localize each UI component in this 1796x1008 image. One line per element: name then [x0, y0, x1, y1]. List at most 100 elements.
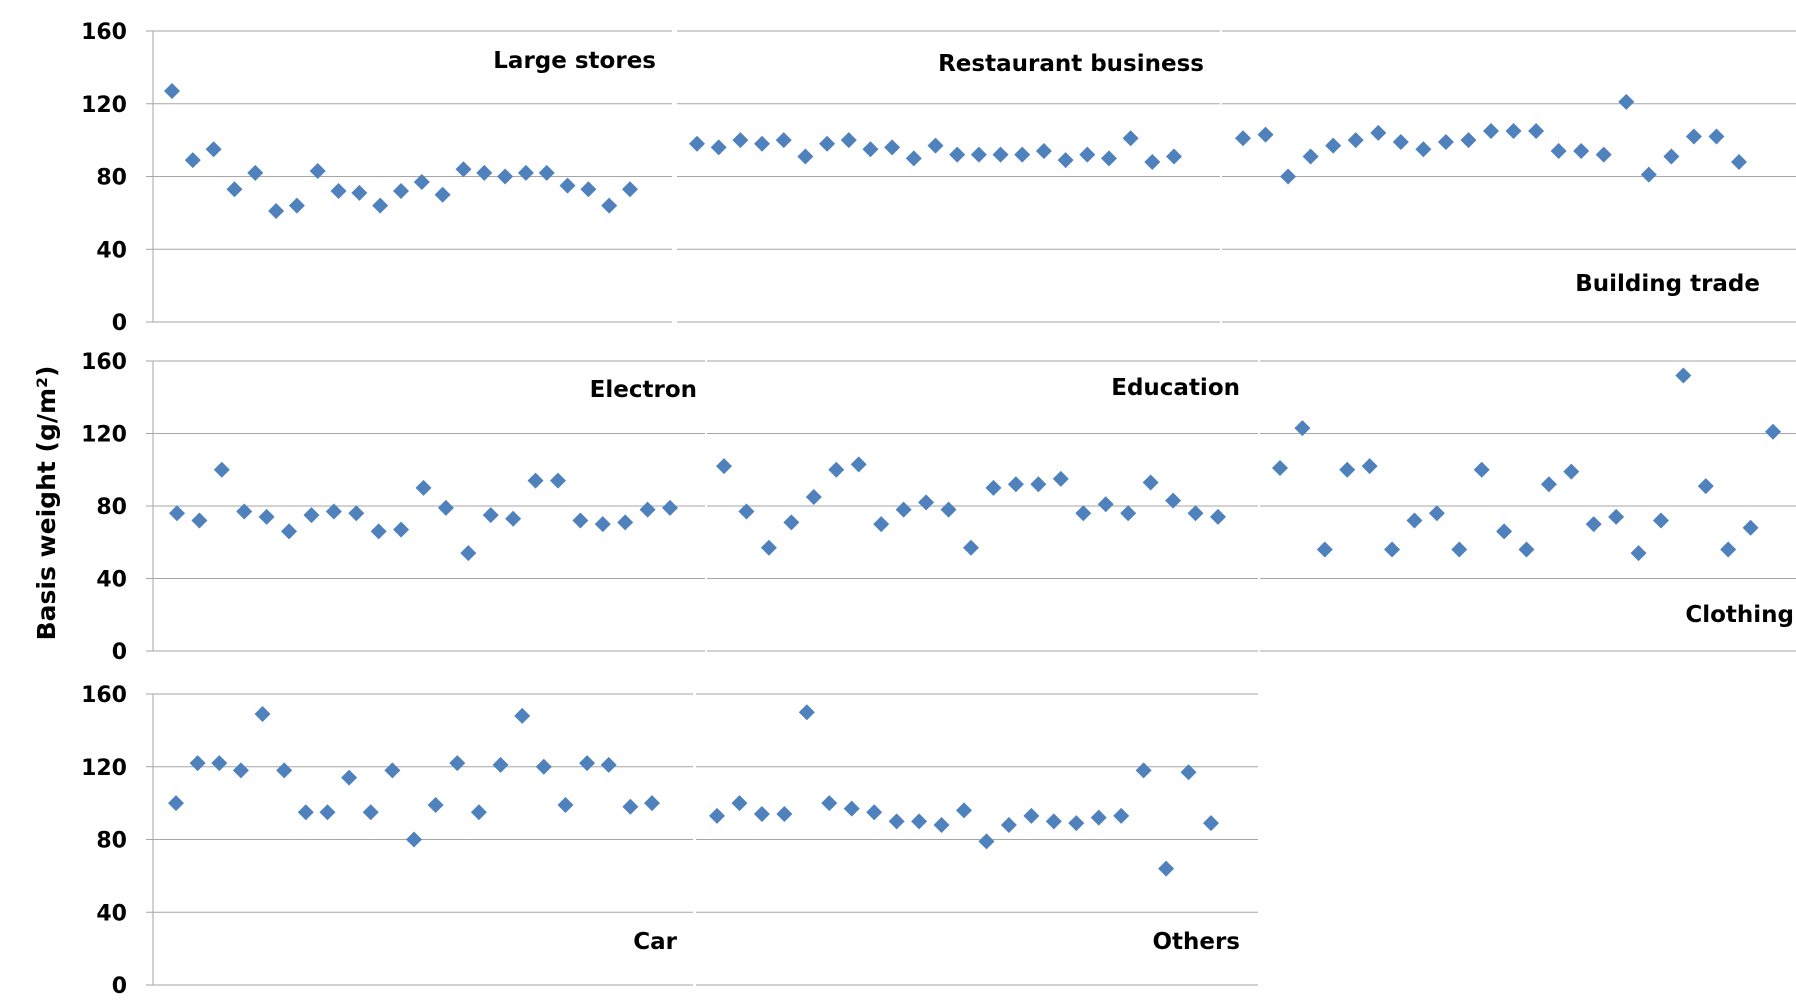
data-point [776, 806, 793, 823]
data-point [406, 831, 422, 848]
data-point [372, 197, 389, 214]
data-point [978, 833, 995, 850]
data-point [580, 181, 597, 198]
data-point [362, 804, 379, 821]
data-point [549, 472, 566, 489]
data-point [1550, 143, 1567, 160]
data-point [1120, 505, 1137, 522]
data-point [1210, 508, 1226, 525]
data-point [1483, 123, 1499, 140]
data-point [319, 804, 336, 821]
data-point [268, 203, 285, 220]
data-point [828, 461, 845, 478]
data-point [895, 501, 912, 518]
data-point [348, 505, 365, 522]
data-point [1302, 148, 1319, 165]
data-point [1135, 762, 1152, 779]
data-point [1316, 541, 1333, 558]
data-point [1014, 146, 1031, 163]
panel-title: Education [1111, 375, 1240, 401]
data-point [1090, 809, 1107, 826]
data-point [164, 83, 180, 100]
data-point [1000, 816, 1017, 833]
data-point [1294, 420, 1311, 437]
data-point [911, 813, 928, 830]
data-point [873, 516, 890, 533]
data-point [1595, 146, 1612, 163]
y-tick-label: 160 [81, 350, 127, 375]
data-point [236, 503, 253, 520]
data-point [1339, 461, 1356, 478]
data-point [1030, 476, 1047, 493]
data-point [191, 512, 208, 529]
data-point [1563, 463, 1580, 480]
panel-title: Large stores [493, 48, 656, 74]
data-point [716, 458, 732, 475]
data-point [1640, 166, 1657, 183]
y-tick-label: 40 [96, 568, 127, 593]
data-point [482, 507, 499, 524]
data-point [644, 795, 660, 812]
data-point [1406, 512, 1423, 529]
data-point [710, 139, 727, 156]
data-point [617, 514, 634, 531]
data-point [1052, 470, 1069, 487]
panel-title: Clothing [1685, 602, 1794, 628]
data-point [559, 177, 576, 194]
y-tick-label: 80 [96, 495, 127, 520]
data-point [753, 806, 770, 823]
data-point [754, 135, 771, 152]
data-point [783, 514, 800, 531]
y-tick-label: 0 [112, 311, 127, 336]
data-point [940, 501, 957, 518]
data-point [1180, 764, 1197, 781]
data-point [1392, 133, 1409, 150]
data-point [1451, 541, 1468, 558]
data-point [805, 488, 822, 505]
data-point [918, 494, 935, 511]
data-point [297, 804, 314, 821]
y-tick-label: 80 [96, 166, 127, 191]
data-point [888, 813, 905, 830]
data-point [437, 499, 454, 516]
data-point [1023, 807, 1040, 824]
panel-title: Others [1152, 929, 1240, 955]
data-point [572, 512, 589, 529]
panel-title: Building trade [1575, 271, 1760, 297]
data-point [535, 758, 552, 775]
panel-title: Car [633, 929, 677, 955]
data-point [455, 161, 472, 178]
data-point [1663, 148, 1680, 165]
data-point [821, 795, 838, 812]
y-tick-label: 0 [112, 974, 127, 999]
data-point [622, 181, 638, 198]
data-point [843, 800, 860, 817]
data-point [949, 146, 966, 163]
data-point [927, 137, 944, 154]
data-point [1460, 132, 1477, 149]
data-point [1540, 476, 1557, 493]
data-point [731, 795, 748, 812]
data-point [1415, 141, 1432, 158]
data-point [850, 456, 867, 473]
data-point [189, 755, 206, 772]
data-point [1122, 130, 1139, 147]
data-point [1370, 124, 1387, 141]
data-point [985, 479, 1002, 496]
data-point [213, 461, 230, 478]
data-point [184, 152, 201, 169]
data-point [254, 706, 271, 723]
data-point [1573, 143, 1590, 160]
data-point [1708, 128, 1725, 145]
data-point [247, 164, 264, 181]
data-point [303, 507, 320, 524]
data-point [1075, 505, 1092, 522]
data-point [1765, 423, 1781, 440]
data-point [476, 164, 493, 181]
data-point [840, 132, 857, 149]
data-point [1325, 137, 1342, 154]
y-tick-label: 120 [81, 93, 127, 118]
data-point [732, 132, 749, 149]
data-point [1272, 459, 1288, 476]
